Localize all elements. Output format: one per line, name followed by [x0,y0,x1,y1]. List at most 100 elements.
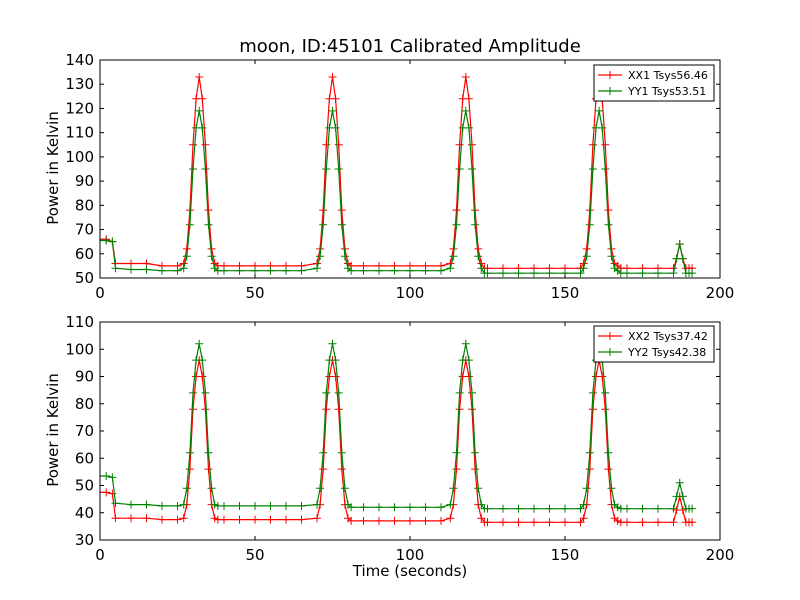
data-point [598,123,607,132]
data-point [604,448,613,457]
data-point [322,388,331,397]
x-tick-label: 100 [396,546,425,564]
y-tick-label: 130 [65,75,94,93]
data-point [468,405,476,414]
data-point [331,356,340,365]
data-point [601,405,610,414]
data-point [297,501,306,510]
data-point [334,140,343,149]
data-point [182,252,191,261]
data-point [185,465,194,474]
data-point [207,252,216,261]
legend-label: XX2 Tsys37.42 [628,330,708,343]
data-point [576,504,585,513]
data-point [173,515,182,524]
data-point [437,503,445,512]
y-tick-label: 100 [65,148,94,166]
data-point [111,264,120,273]
data-point [499,269,507,278]
data-point [390,266,399,275]
data-point [316,484,325,493]
data-point [347,516,356,525]
data-point [340,484,349,493]
y-tick-label: 60 [75,449,94,467]
x-tick-label: 200 [706,546,735,564]
data-point [179,264,188,273]
data-point [204,465,213,474]
data-point [455,405,464,414]
data-point [108,237,117,246]
top-panel: Power in Kelvin 0 50 100 150 200506070809010… [44,51,734,302]
data-point [375,503,383,512]
data-point [582,484,591,493]
data-point [477,500,486,509]
data-point [334,165,343,173]
data-point [297,515,306,524]
data-point [179,500,188,509]
y-tick-label: 140 [65,51,94,69]
data-point [201,388,210,397]
data-point [471,206,480,215]
y-tick-label: 60 [75,245,94,263]
series-2-panel-1 [100,106,697,278]
data-point [198,356,207,365]
data-point [313,514,321,523]
data-point [207,484,216,493]
data-point [158,501,166,510]
data-point [108,473,117,482]
data-point [334,405,343,414]
data-point [201,165,210,173]
data-point [127,514,135,523]
data-point [468,165,476,173]
data-point [204,220,213,229]
data-point [483,504,492,513]
data-point [601,165,610,173]
data-point [514,518,523,527]
data-point [195,72,204,81]
data-point [530,504,538,513]
data-point [266,266,275,275]
data-point [173,266,182,275]
legend-label: XX1 Tsys56.46 [628,69,708,82]
data-point [471,465,480,474]
data-point [251,501,259,510]
data-point [220,266,228,275]
data-point [675,240,684,249]
data-point [322,405,331,414]
data-point [455,140,464,149]
y-axis-label-top: Power in Kelvin [44,111,62,225]
data-point [359,516,368,525]
data-point [185,220,194,229]
y-axis-label-bottom: Power in Kelvin [44,373,62,487]
data-point [319,448,328,457]
data-point [585,465,594,474]
data-point [328,72,337,81]
chart-title: moon, ID:45101 Calibrated Amplitude [239,36,581,57]
data-point [669,504,678,513]
data-point [477,514,486,523]
data-point [359,503,368,512]
data-point [198,372,207,381]
data-point [576,269,585,278]
data-point [579,500,588,509]
data-point [108,489,117,498]
data-point [111,514,120,523]
legend-marker [606,332,614,340]
data-point [483,269,492,278]
data-point [461,339,470,348]
data-point [282,266,290,275]
y-tick-label: 110 [65,124,94,142]
data-point [468,140,476,149]
data-point [452,465,461,474]
data-point [201,405,210,414]
data-point [449,484,458,493]
legend: XX2 Tsys37.42 YY2 Tsys42.38 [593,325,715,363]
y-tick-label: 30 [75,531,94,549]
legend-label: YY1 Tsys53.51 [627,85,706,98]
data-point [266,515,275,524]
data-point [468,388,476,397]
data-point [328,106,337,115]
data-point [189,388,197,397]
data-point [588,140,597,149]
data-point [579,514,588,523]
